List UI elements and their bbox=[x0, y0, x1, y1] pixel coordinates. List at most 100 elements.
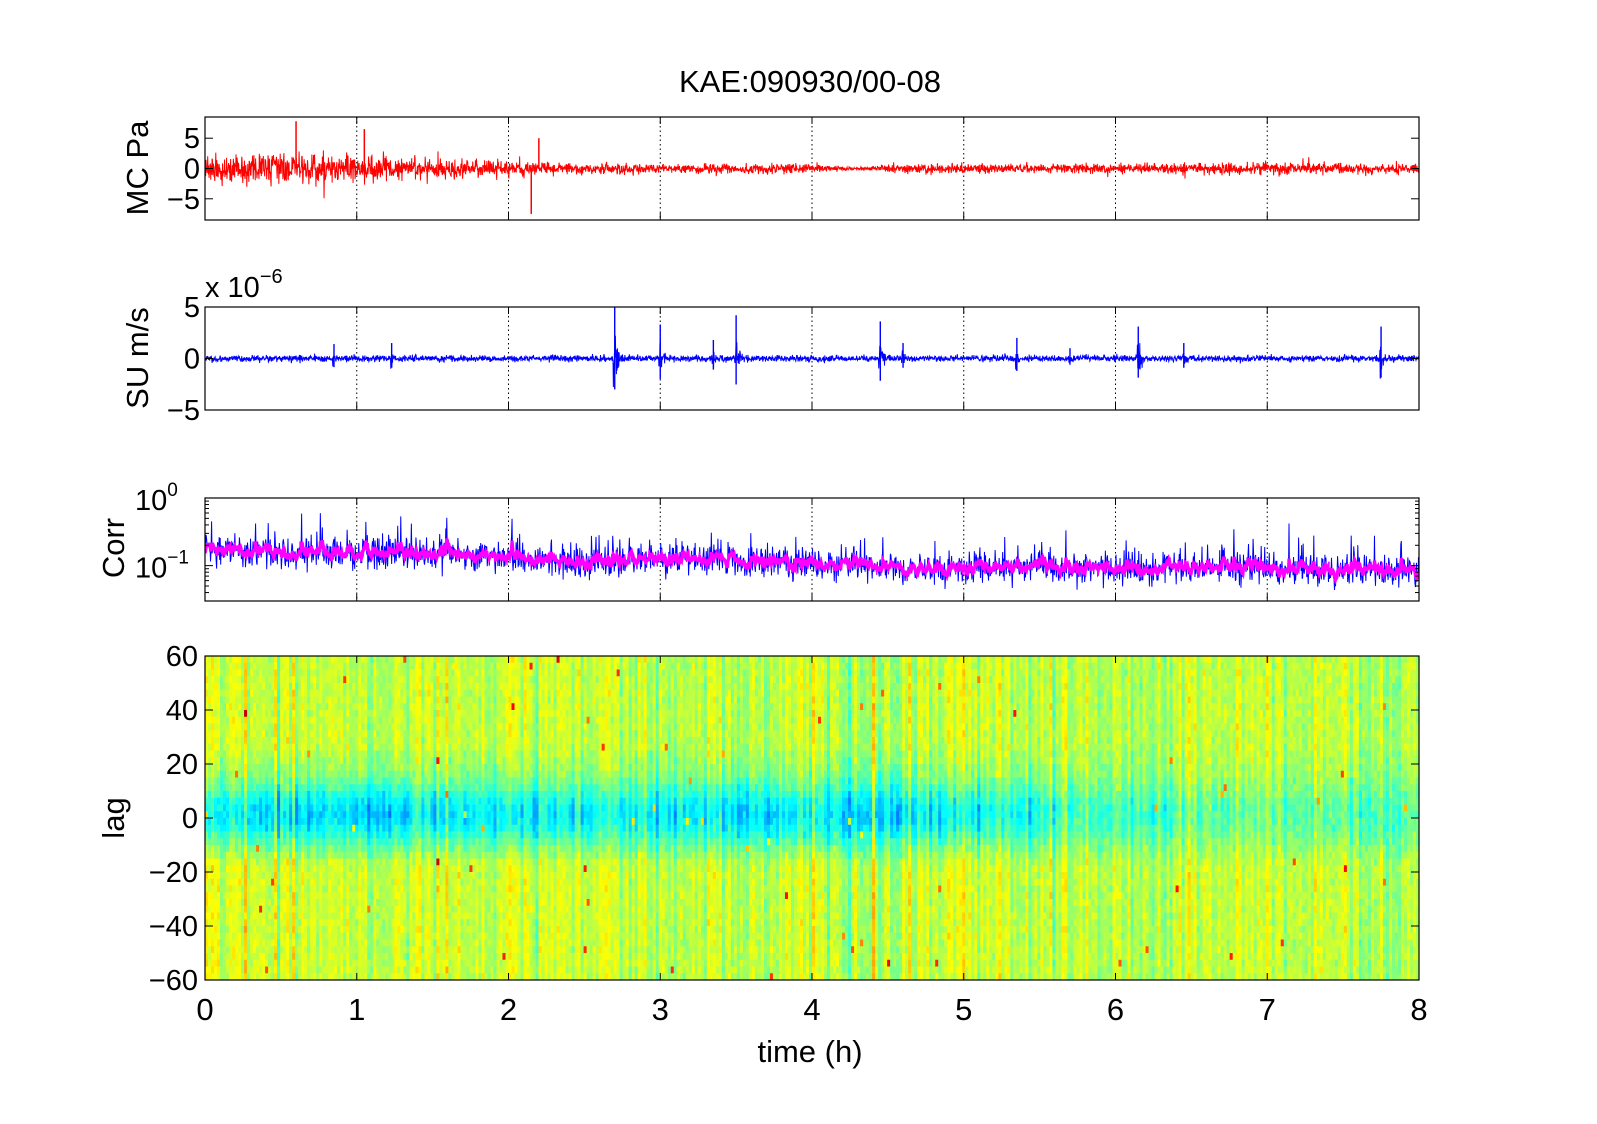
heatmap-cell bbox=[373, 784, 377, 792]
correlation-grid bbox=[356, 498, 1268, 601]
heatmap-cell bbox=[343, 676, 347, 684]
heatmap-cell bbox=[253, 770, 257, 779]
heatmap-cell bbox=[424, 845, 428, 853]
heatmap-cell bbox=[445, 791, 449, 799]
heatmap-cell bbox=[349, 791, 353, 799]
heatmap-cell bbox=[349, 716, 353, 725]
heatmap-cell bbox=[346, 946, 350, 954]
heatmap-cell bbox=[334, 959, 338, 968]
heatmap-cell bbox=[445, 851, 449, 860]
heatmap-cell bbox=[295, 757, 299, 765]
heatmap-cell bbox=[391, 899, 395, 907]
heatmap-cell bbox=[439, 878, 443, 887]
heatmap-cell bbox=[475, 703, 480, 711]
heatmap-cell bbox=[256, 703, 260, 711]
heatmap-cell bbox=[442, 689, 446, 698]
heatmap-cell bbox=[214, 696, 218, 704]
heatmap-cell bbox=[307, 858, 311, 866]
heatmap-cell bbox=[364, 851, 368, 860]
heatmap-cell bbox=[328, 818, 332, 826]
heatmap-cell bbox=[283, 878, 287, 887]
heatmap-cell bbox=[217, 851, 221, 860]
heatmap-cell bbox=[286, 683, 290, 691]
heatmap-cell bbox=[283, 723, 287, 731]
heatmap-cell bbox=[460, 966, 465, 974]
heatmap-cell bbox=[439, 703, 443, 711]
heatmap-cell bbox=[460, 973, 465, 980]
heatmap-cell bbox=[235, 716, 239, 725]
heatmap-cell bbox=[373, 885, 377, 893]
heatmap-cell bbox=[322, 723, 326, 731]
heatmap-cell bbox=[250, 696, 254, 704]
heatmap-cell bbox=[448, 878, 452, 887]
heatmap-cell bbox=[379, 919, 383, 927]
heatmap-cell bbox=[208, 845, 212, 853]
heatmap-cell bbox=[367, 905, 371, 914]
heatmap-cell bbox=[352, 939, 356, 947]
heatmap-cell bbox=[337, 804, 341, 812]
heatmap-cell bbox=[382, 831, 386, 839]
heatmap-cell bbox=[394, 953, 398, 961]
heatmap-cell bbox=[208, 878, 212, 887]
heatmap-cell bbox=[439, 966, 443, 974]
heatmap-cell bbox=[355, 899, 359, 907]
heatmap-cell bbox=[475, 838, 480, 846]
heatmap-cell bbox=[274, 743, 278, 752]
heatmap-cell bbox=[424, 730, 428, 738]
heatmap-cell bbox=[346, 770, 350, 779]
heatmap-cell bbox=[271, 730, 275, 738]
heatmap-cell bbox=[289, 946, 293, 954]
heatmap-cell bbox=[343, 696, 347, 704]
heatmap-cell bbox=[472, 811, 477, 819]
heatmap-cell bbox=[244, 811, 248, 819]
heatmap-cell bbox=[439, 723, 443, 731]
heatmap-cell bbox=[472, 669, 477, 677]
heatmap-cell bbox=[226, 676, 230, 684]
heatmap-cell bbox=[370, 804, 374, 812]
heatmap-cell bbox=[403, 959, 407, 968]
heatmap-cell bbox=[445, 973, 449, 980]
heatmap-cell bbox=[313, 730, 317, 738]
heatmap-cell bbox=[259, 703, 263, 711]
heatmap-cell bbox=[466, 770, 471, 779]
heatmap-cell bbox=[451, 845, 456, 853]
heatmap-cell bbox=[442, 878, 446, 887]
heatmap-cell bbox=[439, 804, 443, 812]
heatmap-cell bbox=[406, 716, 410, 725]
heatmap-cell bbox=[424, 946, 428, 954]
heatmap-cell bbox=[217, 973, 221, 980]
heatmap-cell bbox=[349, 912, 353, 920]
heatmap-cell bbox=[247, 750, 251, 758]
heatmap-cell bbox=[247, 845, 251, 853]
heatmap-cell bbox=[382, 804, 386, 812]
heatmap-cell bbox=[385, 656, 389, 664]
heatmap-cell bbox=[328, 851, 332, 860]
heatmap-cell bbox=[247, 885, 251, 893]
heatmap-cell bbox=[403, 851, 407, 860]
heatmap-cell bbox=[475, 764, 480, 772]
heatmap-cell bbox=[205, 824, 209, 833]
heatmap-cell bbox=[409, 858, 413, 866]
heatmap-cell bbox=[226, 683, 230, 691]
heatmap-cell bbox=[265, 743, 269, 752]
heatmap-cell bbox=[235, 710, 239, 718]
heatmap-cell bbox=[289, 696, 293, 704]
heatmap-cell bbox=[253, 892, 257, 900]
heatmap-cell bbox=[334, 858, 338, 866]
heatmap-cell bbox=[325, 676, 329, 684]
heatmap-cell bbox=[319, 710, 323, 718]
heatmap-cell bbox=[337, 919, 341, 927]
heatmap-cell bbox=[343, 743, 347, 752]
heatmap-cell bbox=[214, 905, 218, 914]
heatmap-cell bbox=[268, 946, 272, 954]
heatmap-cell bbox=[463, 791, 468, 799]
heatmap-cell bbox=[388, 824, 392, 833]
heatmap-cell bbox=[304, 953, 308, 961]
heatmap-cell bbox=[346, 973, 350, 980]
heatmap-cell bbox=[463, 946, 468, 954]
heatmap-cell bbox=[373, 932, 377, 941]
heatmap-cell bbox=[286, 946, 290, 954]
heatmap-cell bbox=[400, 784, 404, 792]
heatmap-cell bbox=[307, 824, 311, 833]
heatmap-cell bbox=[460, 932, 465, 941]
